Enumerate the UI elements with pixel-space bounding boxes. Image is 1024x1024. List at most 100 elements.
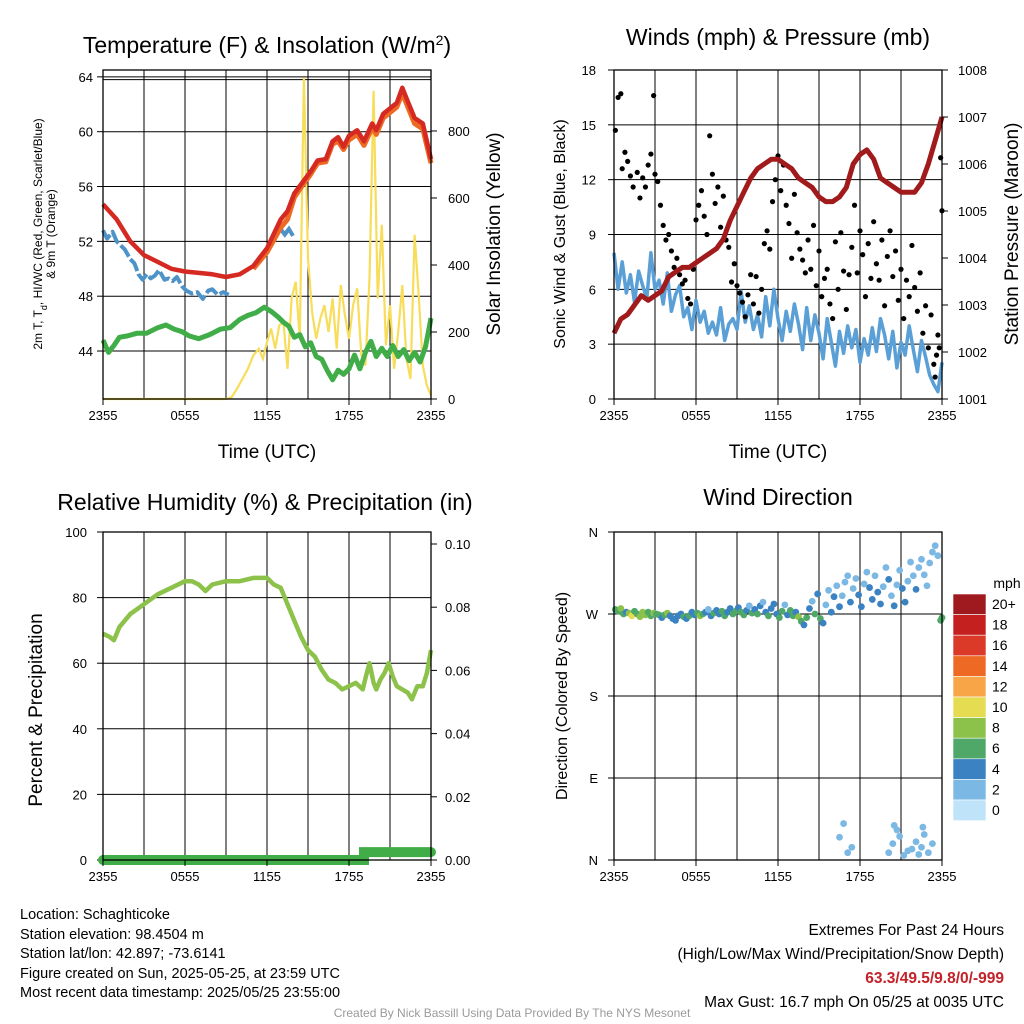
gust-point	[772, 177, 778, 183]
gust-point	[933, 352, 940, 358]
rh-y-label: Percent & Precipitation	[26, 613, 47, 806]
temp-y-tick-label: 56	[79, 180, 93, 195]
direction-point	[929, 548, 936, 556]
gust-point	[860, 252, 866, 258]
direction-point	[923, 582, 931, 590]
direction-point	[759, 598, 767, 606]
direction-point	[778, 607, 786, 615]
wind-y-tick-label: 12	[582, 173, 596, 188]
direction-point	[929, 840, 936, 847]
gust-point	[884, 253, 890, 260]
rh-y-tick-label: 100	[65, 525, 87, 540]
dir-y-tick-label: N	[589, 525, 598, 540]
gust-point	[928, 312, 934, 318]
direction-point	[893, 581, 901, 589]
gust-point	[655, 178, 661, 185]
gust-point	[737, 290, 743, 296]
wind-x-tick-label: 2355	[600, 408, 629, 423]
gust-point	[865, 241, 871, 247]
direction-point	[926, 559, 934, 567]
gust-point	[917, 270, 923, 276]
direction-point	[844, 572, 852, 580]
gust-point	[704, 231, 710, 238]
speed-legend-label: 0	[992, 802, 1000, 818]
rh-y2-tick-label: 0.00	[445, 853, 470, 868]
gust-point	[892, 248, 899, 254]
gust-point	[843, 306, 849, 313]
direction-point	[855, 591, 863, 599]
direction-point	[852, 575, 860, 582]
wind-x-tick-label: 0555	[682, 408, 711, 423]
direction-point	[907, 558, 914, 566]
wind-title: Winds (mph) & Pressure (mb)	[626, 24, 930, 50]
temp-y-tick-label: 52	[79, 234, 93, 249]
temp-x-tick-label: 0555	[171, 408, 200, 423]
gust-point	[748, 272, 754, 278]
temp-panel: 44 48 52 56 60 64 0 200 400 600 800 2355 0555 1155 175…	[31, 32, 505, 463]
temp-x-tick-label: 1755	[335, 408, 364, 423]
direction-point	[822, 601, 830, 609]
rh-y-tick-label: 20	[73, 787, 87, 802]
direction-point	[900, 852, 908, 859]
direction-point	[754, 610, 761, 618]
dewpoint-line	[100, 304, 434, 383]
gust-point	[731, 261, 737, 267]
dir-y-label: Direction (Colored By Speed)	[554, 592, 571, 800]
wind-y2-tick-label: 1003	[958, 298, 987, 313]
gust-point	[642, 184, 649, 190]
windchill-line	[101, 229, 230, 301]
gust-point	[895, 297, 901, 303]
gust-point	[827, 301, 833, 307]
gust-point	[936, 345, 942, 351]
gust-point	[666, 231, 672, 238]
speed-legend-label: 4	[992, 761, 1000, 777]
direction-point	[885, 849, 893, 857]
speed-legend-label: 10	[992, 699, 1008, 715]
wind-y-tick-label: 18	[582, 63, 596, 78]
direction-point	[888, 592, 895, 600]
rh-y2-tick-label: 0.10	[445, 537, 470, 552]
temp-y2-tick-label: 600	[448, 191, 470, 206]
gust-point	[903, 277, 910, 283]
info-recent: Most recent data timestamp: 2025/05/25 2…	[20, 985, 341, 1001]
wind-y-tick-label: 9	[589, 228, 596, 243]
gust-point	[707, 133, 713, 139]
direction-point	[871, 572, 879, 580]
wind-panel: 0 3 6 9 12 15 18 1001 1002 1003 1004 1005 1006 1007 10…	[552, 24, 1023, 463]
gust-point	[652, 171, 658, 177]
info-created: Figure created on Sun, 2025-05-25, at 23…	[20, 965, 340, 982]
gust-point	[783, 202, 789, 208]
rh-y-tick-label: 0	[80, 853, 87, 868]
rh-line	[102, 575, 434, 702]
gust-point	[728, 279, 735, 285]
rh-panel: 0 20 40 60 80 100 0.00 0.02 0.04 0.06 0.08 0.10 2355…	[26, 489, 473, 884]
wind-y2-tick-label: 1001	[958, 392, 987, 407]
gust-point	[819, 294, 825, 300]
dir-title: Wind Direction	[703, 484, 853, 510]
gust-point	[868, 275, 874, 281]
gust-point	[645, 162, 651, 168]
temp-x-label: Time (UTC)	[218, 442, 317, 463]
gust-point	[619, 166, 625, 172]
gust-point	[901, 315, 907, 322]
direction-point	[915, 564, 923, 571]
speed-legend-swatch	[952, 737, 987, 760]
gust-point	[800, 257, 806, 263]
dir-x-tick-label: 1155	[764, 869, 792, 884]
gust-point	[923, 303, 929, 309]
speed-legend-swatch	[952, 696, 987, 718]
gust-point	[854, 270, 860, 276]
gust-point	[849, 244, 855, 250]
gust-point	[871, 219, 877, 225]
gust-point	[674, 255, 680, 261]
rh-x-tick-label: 1155	[253, 869, 281, 884]
dir-x-tick-label: 2355	[600, 869, 629, 884]
wind-y-tick-label: 3	[589, 337, 596, 352]
gust-point	[935, 332, 941, 338]
temp-y2-tick-label: 0	[448, 392, 455, 407]
gust-point	[764, 228, 770, 234]
gust-point	[718, 224, 724, 230]
gust-point	[802, 270, 808, 276]
info-elevation: Station elevation: 98.4504 m	[20, 926, 204, 943]
